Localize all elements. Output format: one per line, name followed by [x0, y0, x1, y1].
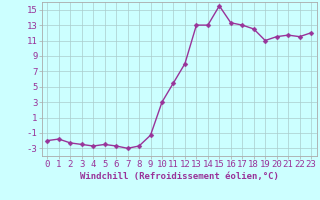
X-axis label: Windchill (Refroidissement éolien,°C): Windchill (Refroidissement éolien,°C) [80, 172, 279, 181]
